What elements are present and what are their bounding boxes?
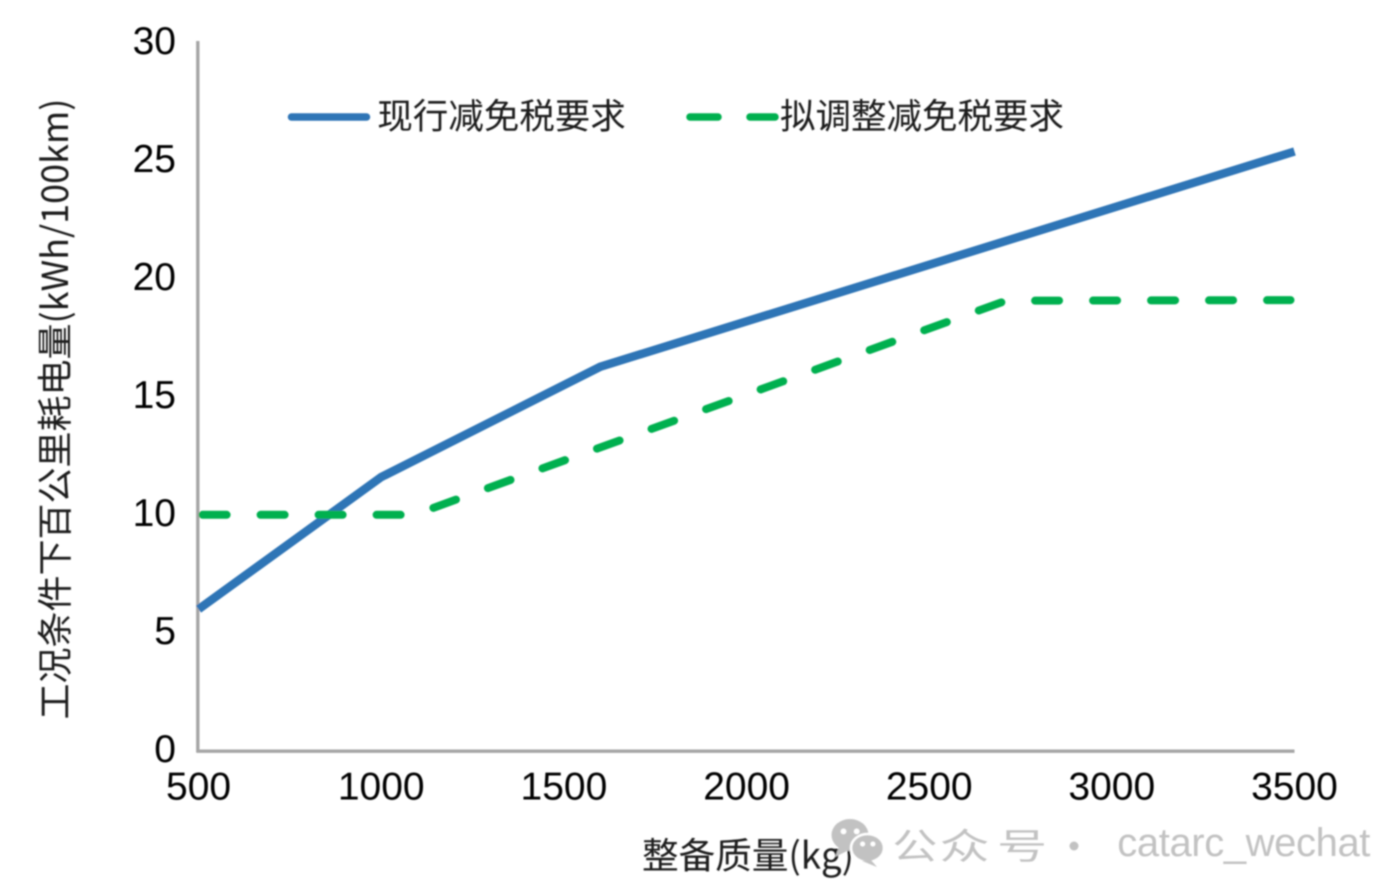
svg-text:1000: 1000 [338,766,425,809]
svg-text:15: 15 [133,374,176,417]
svg-text:2000: 2000 [703,766,790,809]
svg-text:3000: 3000 [1068,766,1155,809]
svg-text:1500: 1500 [521,766,608,809]
svg-text:20: 20 [133,256,176,299]
svg-text:30: 30 [133,20,176,63]
svg-text:25: 25 [133,138,176,181]
svg-text:2500: 2500 [886,766,973,809]
svg-text:3500: 3500 [1251,766,1338,809]
svg-text:500: 500 [166,766,231,809]
svg-text:catarc_wechat: catarc_wechat [1117,821,1370,865]
svg-text:0: 0 [154,728,176,771]
svg-text:5: 5 [154,610,176,653]
svg-text:10: 10 [133,492,176,535]
